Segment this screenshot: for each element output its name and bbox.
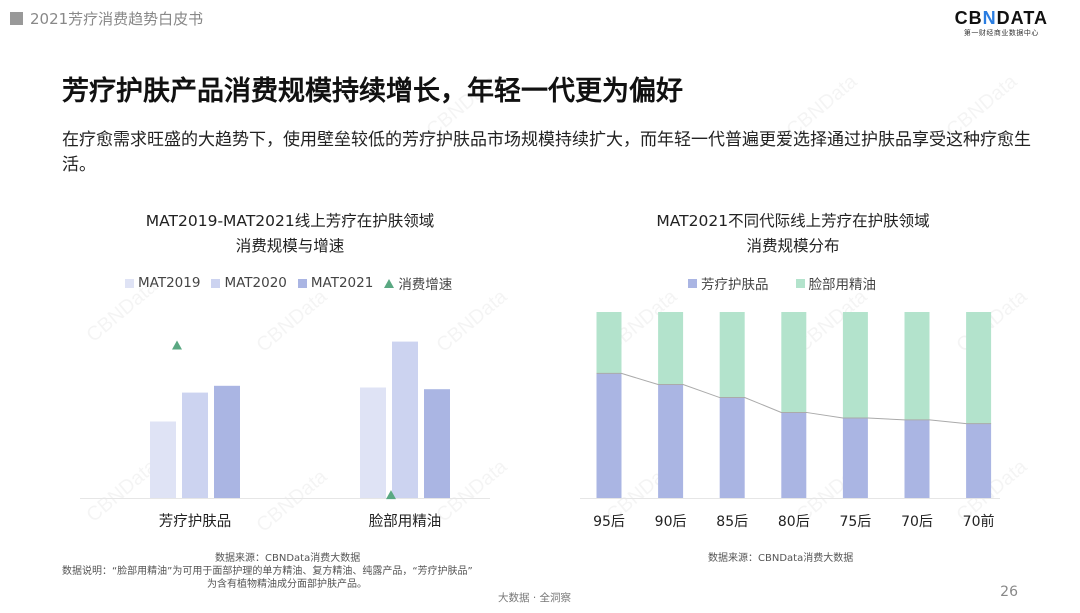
x-tick-label: 芳疗护肤品 xyxy=(159,513,232,530)
stacked-bar-segment-2 xyxy=(719,312,745,398)
footer-tagline: 大数据 · 全洞察 xyxy=(498,592,572,604)
x-tick-label: 脸部用精油 xyxy=(369,513,442,530)
connector-line xyxy=(596,372,992,425)
legend-item-series-2: 脸部用精油 xyxy=(795,273,877,293)
legend-item-mat2020: MAT2020 xyxy=(211,275,287,291)
left-chart-source: 数据来源：CBNData消费大数据 xyxy=(215,553,361,564)
left-chart-title: MAT2019-MAT2021线上芳疗在护肤领域 消费规模与增速 xyxy=(145,212,435,255)
x-tick-label: 90后 xyxy=(655,514,687,530)
left-chart-note-line2: 为含有植物精油成分面部护肤产品。 xyxy=(207,579,367,590)
stacked-bar-segment-2 xyxy=(596,312,622,374)
x-tick-label: 75后 xyxy=(839,514,871,530)
stacked-bar-segment-1 xyxy=(596,373,622,498)
legend-label: 消费增速 xyxy=(398,277,453,293)
x-tick-label: 95后 xyxy=(593,514,625,530)
stacked-bar-segment-2 xyxy=(842,312,868,419)
triangle-icon xyxy=(384,278,395,288)
bar-mat2020 xyxy=(392,341,418,498)
x-tick-label: 85后 xyxy=(716,514,748,530)
right-chart-legend: 芳疗护肤品 脸部用精油 xyxy=(688,273,898,293)
legend-swatch xyxy=(125,278,134,288)
stacked-bar-segment-1 xyxy=(904,419,930,498)
page-subtitle: 在疗愈需求旺盛的大趋势下，使用壁垒较低的芳疗护肤品市场规模持续扩大，而年轻一代普… xyxy=(62,130,1031,175)
legend-swatch xyxy=(795,278,805,288)
legend-label: 脸部用精油 xyxy=(808,277,877,293)
right-chart-title: MAT2021不同代际线上芳疗在护肤领域 消费规模分布 xyxy=(656,212,930,255)
x-tick-label: 80后 xyxy=(778,514,810,530)
legend-item-mat2019: MAT2019 xyxy=(125,275,200,291)
right-chart-plot: 95后 90后 85后 80后 75后 70后 70前 xyxy=(580,312,1000,530)
legend-item-growth: 消费增速 xyxy=(384,273,452,293)
left-chart-note-line1: 数据说明：“脸部用精油”为可用于面部护理的单方精油、复方精油、纯露产品，“芳疗护… xyxy=(62,566,473,577)
bar-mat2021 xyxy=(424,389,450,498)
stacked-bar-segment-2 xyxy=(904,312,930,420)
document-title: 2021芳疗消费趋势白皮书 xyxy=(30,10,204,28)
legend-swatch xyxy=(688,278,697,288)
x-tick-label: 70后 xyxy=(901,514,933,530)
stacked-bar-segment-2 xyxy=(781,312,807,413)
stacked-bar-segment-1 xyxy=(842,418,868,498)
stacked-bar-segment-1 xyxy=(966,423,992,498)
right-chart-source: 数据来源：CBNData消费大数据 xyxy=(708,553,854,564)
growth-marker xyxy=(386,490,396,500)
legend-label: MAT2020 xyxy=(224,275,287,291)
header-square-icon xyxy=(10,12,23,25)
legend-swatch xyxy=(211,278,221,288)
stacked-bar-segment-2 xyxy=(658,312,684,385)
stacked-bar-segment-2 xyxy=(966,312,992,424)
stacked-bar-segment-1 xyxy=(781,412,807,498)
left-chart-plot: 芳疗护肤品 脸部用精油 xyxy=(80,340,490,530)
legend-label: MAT2019 xyxy=(138,275,201,291)
legend-label: 芳疗护肤品 xyxy=(701,277,769,293)
growth-marker xyxy=(172,340,182,350)
x-tick-label: 70前 xyxy=(963,513,995,530)
bar-mat2019 xyxy=(360,387,386,498)
legend-item-mat2021: MAT2021 xyxy=(297,275,374,291)
cbndata-logo: CBNDATA 第一财经商业数据中心 xyxy=(954,8,1048,37)
legend-item-series-1: 芳疗护肤品 xyxy=(688,273,769,293)
page-title: 芳疗护肤产品消费规模持续增长，年轻一代更为偏好 xyxy=(62,76,683,107)
stacked-bar-segment-1 xyxy=(719,397,745,498)
bar-mat2019 xyxy=(150,421,176,498)
stacked-bar-segment-1 xyxy=(658,384,684,498)
left-chart-legend: MAT2019 MAT2020 MAT2021 消费增速 xyxy=(125,273,458,293)
legend-swatch xyxy=(297,278,307,288)
page-number: 26 xyxy=(1000,584,1018,600)
bar-mat2020 xyxy=(182,392,208,498)
legend-label: MAT2021 xyxy=(310,275,374,291)
bar-mat2021 xyxy=(214,385,240,498)
